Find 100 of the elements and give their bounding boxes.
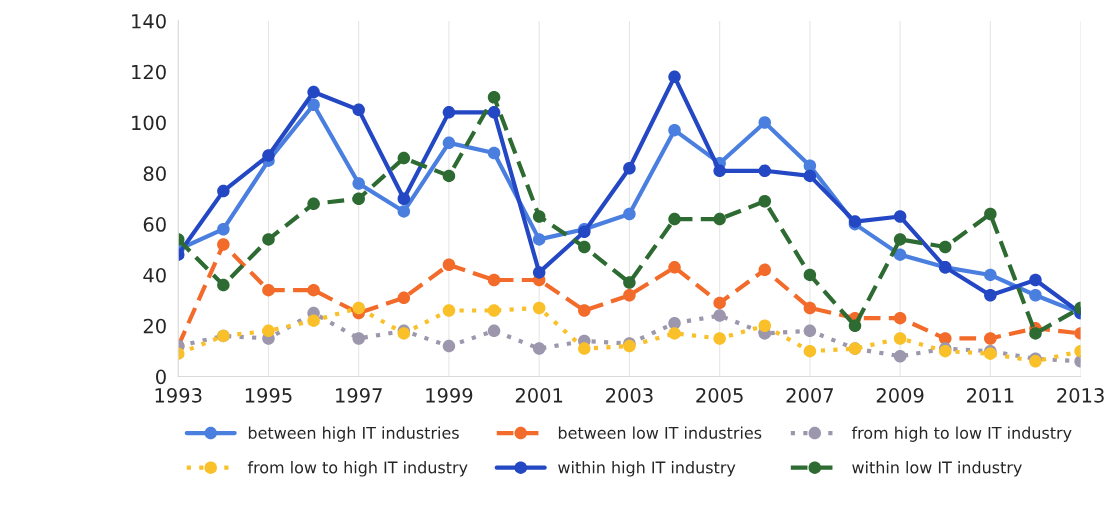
point [668,212,681,226]
point [984,207,997,221]
point [442,339,456,353]
y-tick-label: 100 [132,115,166,131]
point [307,314,320,327]
point [713,332,726,345]
x-tick-label: 1993 [155,388,202,403]
point [984,268,997,282]
x-tick-label: 1995 [245,388,292,403]
point [307,283,320,297]
point [487,273,501,287]
point [578,240,591,254]
point [758,195,772,208]
point [623,162,636,175]
point [217,238,230,251]
point [623,289,636,302]
x-tick-label: 1997 [336,388,382,403]
point [893,311,907,325]
legend-label: within high IT industry [558,461,736,477]
point [848,319,862,332]
point [713,296,726,310]
point [803,169,817,183]
point [397,192,411,205]
point [803,344,817,358]
point [532,342,546,355]
point [758,263,772,277]
point [893,349,907,363]
point [758,164,772,178]
point [758,319,772,332]
x-tick-label: 2013 [1057,388,1104,403]
point [397,291,411,305]
point [307,85,320,99]
y-tick-label: 120 [132,64,166,80]
point [262,149,275,162]
x-tick-label: 2009 [876,388,924,403]
point [713,164,726,178]
point [668,261,681,274]
point [893,233,907,246]
point [442,136,456,150]
point [262,324,275,338]
point [487,106,501,119]
point [532,233,546,246]
point [217,278,230,292]
point [668,327,681,340]
x-tick-label: 2003 [606,388,653,403]
legend-label: between low IT industries [558,426,762,439]
point [532,210,546,223]
point [532,266,546,279]
x-tick-label: 2011 [967,388,1014,403]
point [487,90,501,104]
point [442,106,456,119]
x-tick-label: 2007 [786,388,833,403]
legend-label: within low IT industry [852,461,1022,477]
point [487,304,501,317]
point [352,301,365,315]
point [352,192,365,205]
point [1029,273,1042,287]
point [1029,327,1042,340]
point [758,116,772,129]
point [487,146,501,160]
point [893,332,907,345]
point [217,184,230,198]
legend-label: from high to low IT industry [851,426,1072,442]
point [397,205,411,218]
point [623,207,636,221]
point [217,222,230,236]
point [803,268,817,282]
point [713,212,726,226]
point [1029,289,1042,302]
y-tick-label: 140 [132,13,166,29]
x-tick-label: 2001 [515,388,563,403]
point [307,98,320,111]
legend-label: between high IT industries [248,426,459,442]
point [623,276,636,289]
x-tick-label: 2005 [696,388,743,403]
point [397,151,411,165]
y-tick-label: 40 [143,267,166,283]
point [532,301,546,315]
point [893,210,907,223]
point [803,324,817,338]
y-tick-label: 20 [143,318,166,334]
point [668,70,681,84]
legend-label: from low to high IT industry [247,461,468,477]
point [262,233,275,246]
point [893,248,907,261]
y-tick-label: 60 [143,217,166,232]
point [442,169,456,183]
point [984,289,997,302]
point [487,324,501,338]
point [307,197,320,211]
point [352,177,365,190]
point [938,240,952,254]
point [803,301,817,315]
y-tick-label: 0 [156,369,166,385]
point [578,304,591,317]
point [352,103,365,117]
point [442,258,456,272]
point [713,309,726,322]
point [262,283,275,297]
point [984,332,997,345]
